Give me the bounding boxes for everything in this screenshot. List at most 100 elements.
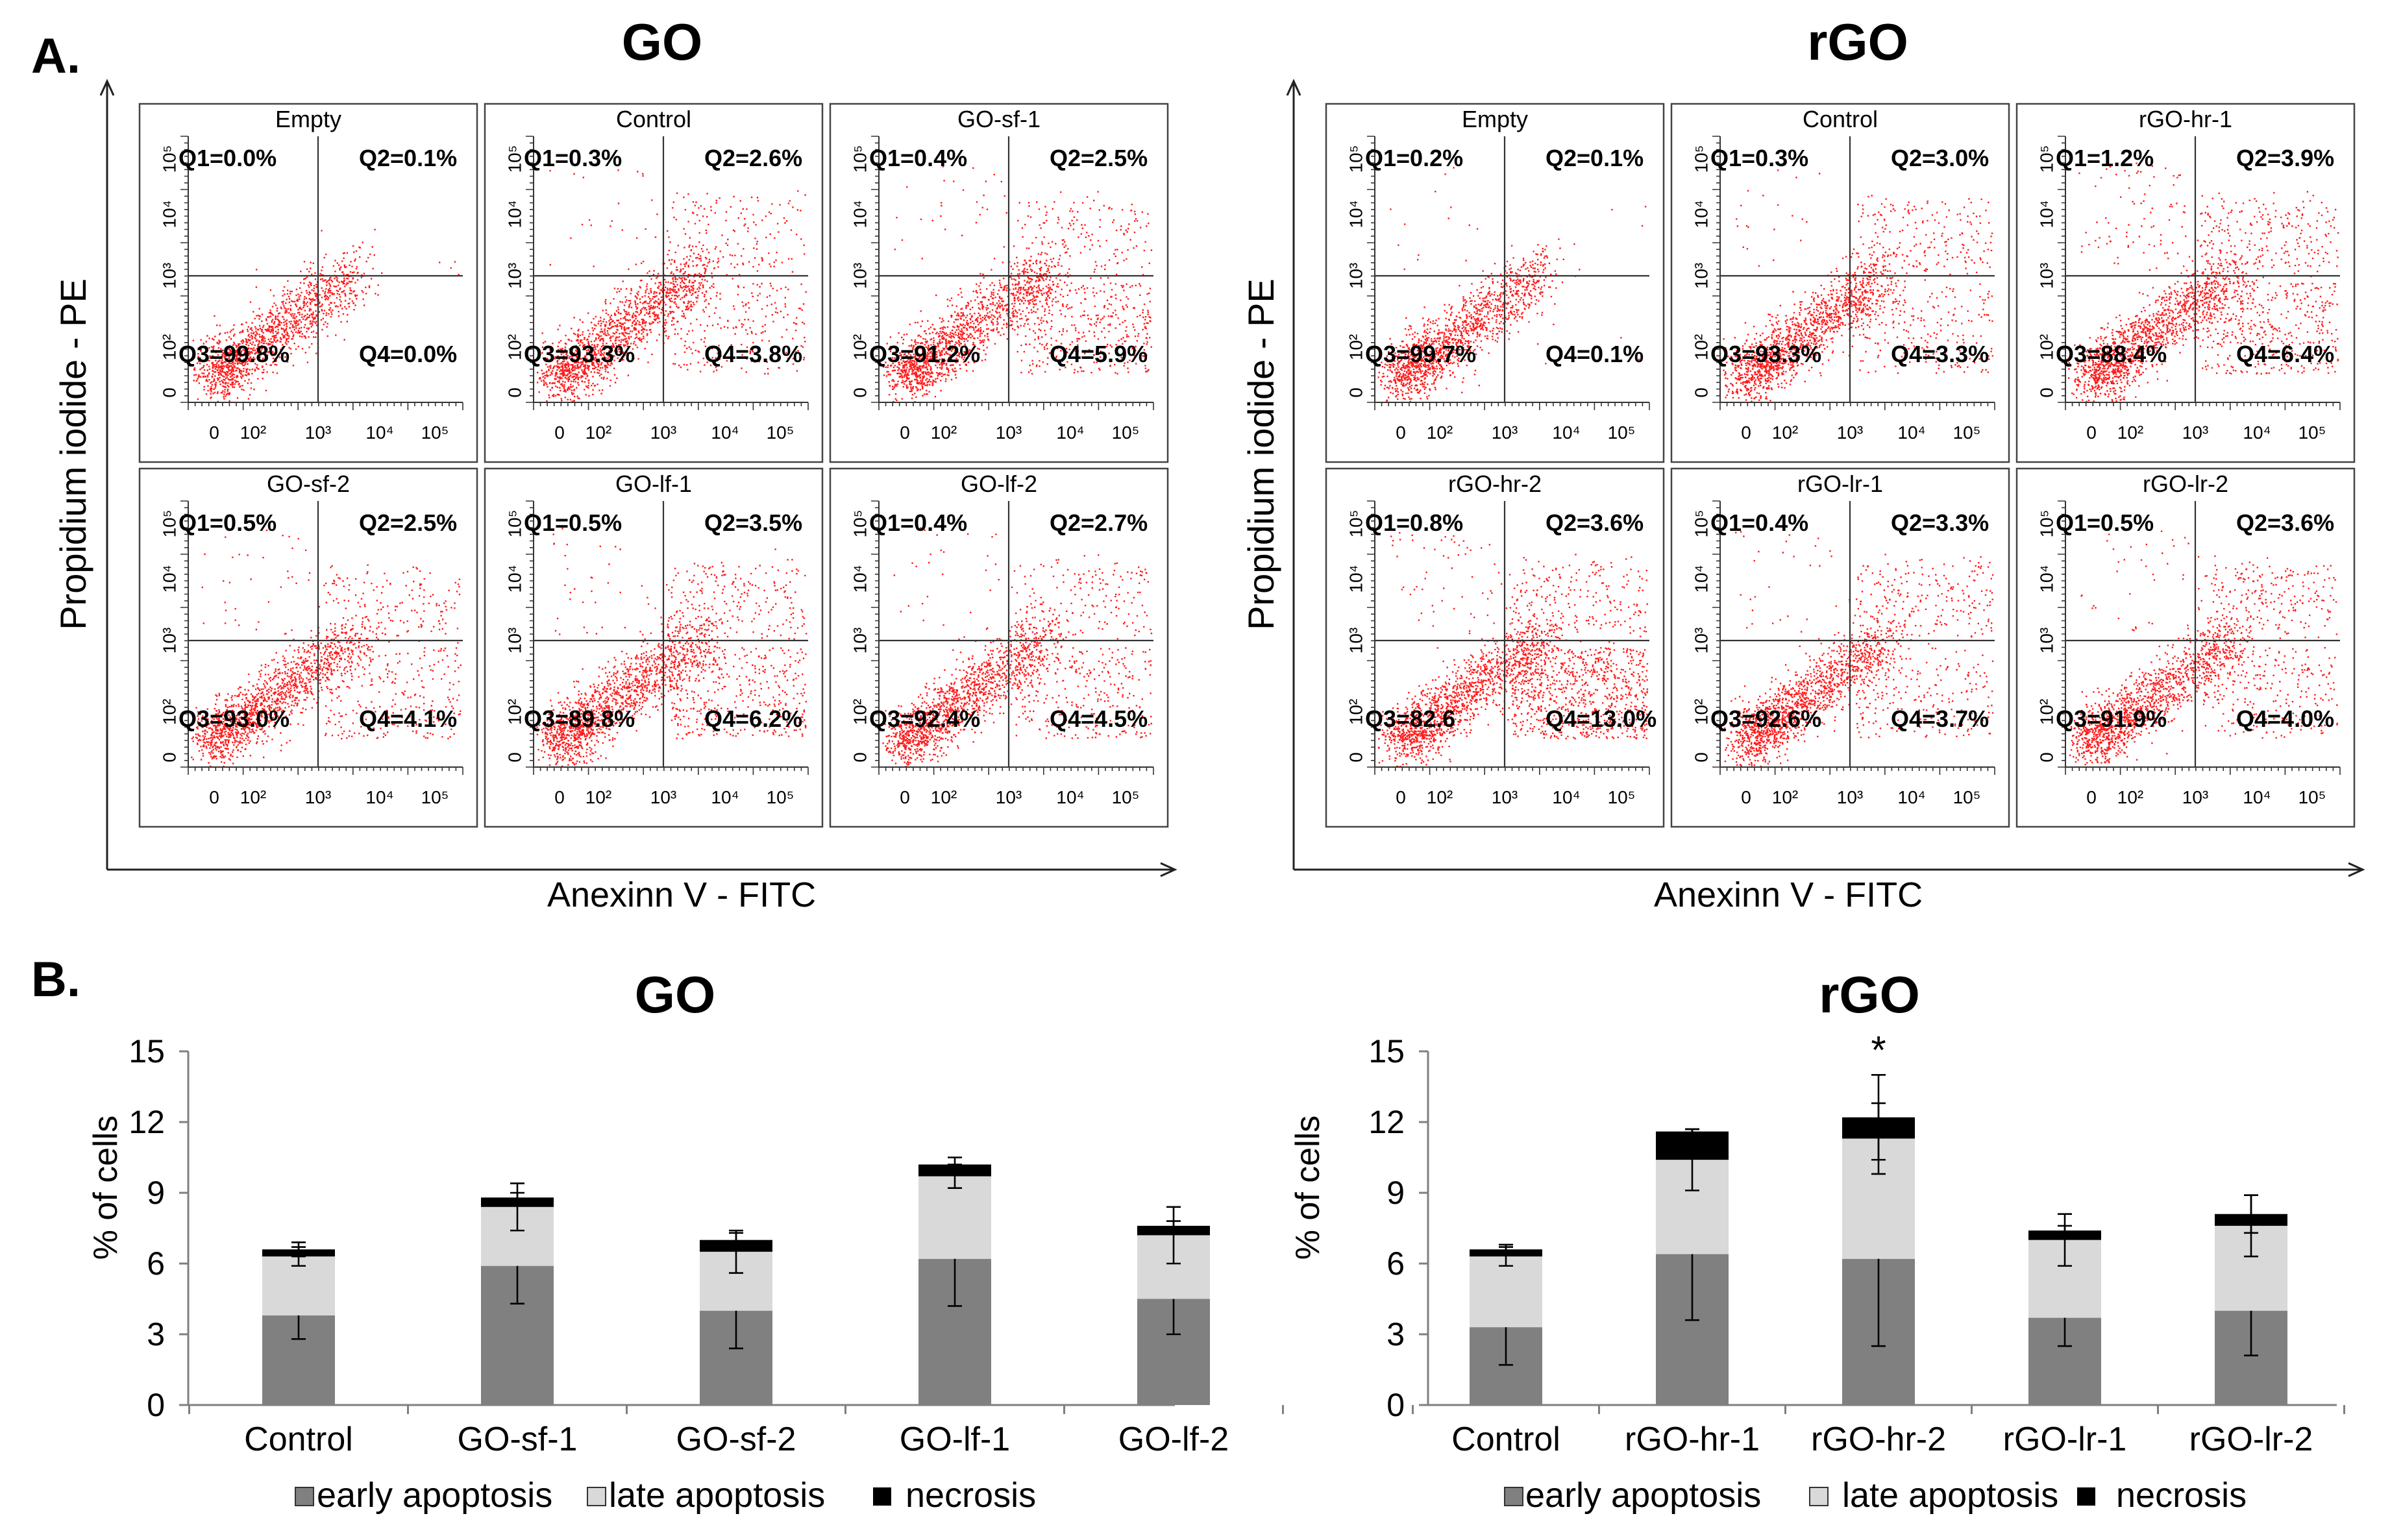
go-flow-plot-go-sf-1-ytick-0: 0 [850, 387, 870, 398]
go-flow-plot-empty-ytick-2: 10³ [159, 263, 179, 289]
go-flow-plot-go-lf-1-ytick-4: 10⁵ [504, 510, 524, 538]
go-flow-plot-control-ytick-1: 10² [504, 334, 524, 360]
go-flow-plot-control-xtick-3: 10⁴ [711, 422, 739, 443]
go-bar-ytick-6: 6 [147, 1245, 165, 1282]
rgo-flow-plot-control: Control0010²10²10³10³10⁴10⁴10⁵10⁵Q1=0.3%… [1670, 103, 2010, 463]
go-flow-plot-go-lf-2-q4: Q4=4.5% [1050, 705, 1148, 732]
rgo-flow-plot-rgo-lr-1-ytick-2: 10³ [1691, 628, 1711, 654]
rgo-bar-ytick-9: 9 [1386, 1175, 1405, 1211]
go-flow-plot-go-lf-1-title: GO-lf-1 [615, 471, 692, 497]
rgo-flow-plot-rgo-lr-2-ytick-1: 10² [2036, 699, 2056, 725]
rgo-flow-plot-rgo-lr-2-ytick-0: 0 [2036, 752, 2056, 763]
rgo-flow-plot-rgo-lr-2-xtick-4: 10⁵ [2298, 787, 2326, 807]
go-flow-plot-go-sf-1: GO-sf-10010²10²10³10³10⁴10⁴10⁵10⁵Q1=0.4%… [829, 103, 1169, 463]
go-bar-go-lf-1-label: GO-lf-1 [900, 1421, 1010, 1458]
go-flow-plot-empty-ytick-0: 0 [159, 387, 179, 398]
go-flow-plot-go-sf-1-q3: Q3=91.2% [869, 341, 980, 367]
rgo-flow-plot-rgo-hr-2-xtick-0: 0 [1396, 787, 1406, 807]
rgo-flow-title: rGO [1807, 13, 1908, 71]
rgo-flow-plot-rgo-hr-1-title: rGO-hr-1 [2139, 106, 2232, 132]
rgo-bar-rgo-lr-1-label: rGO-lr-1 [2003, 1421, 2127, 1458]
go-flow-plot-control-q2: Q2=2.6% [704, 145, 802, 171]
go-flow-plot-control-ytick-2: 10³ [504, 263, 524, 289]
rgo-flow-plot-rgo-lr-1-ticks [1712, 500, 1995, 775]
rgo-flow-plot-control-q4: Q4=3.3% [1891, 341, 1989, 367]
rgo-flow-plot-rgo-lr-1: rGO-lr-10010²10²10³10³10⁴10⁴10⁵10⁵Q1=0.4… [1670, 467, 2010, 828]
rgo-bar-rgo-hr-1-necrosis-bar [1656, 1131, 1729, 1160]
rgo-flow-plot-empty-ticks [1367, 136, 1650, 410]
rgo-flow-plot-rgo-hr-1-q2: Q2=3.9% [2236, 145, 2334, 171]
rgo-flow-xlabel: Anexinn V - FITC [1654, 875, 1923, 914]
rgo-bar-control-necrosis-error [1499, 1243, 1513, 1255]
rgo-flow-plot-empty-ytick-3: 10⁴ [1346, 200, 1366, 228]
go-legend: early apoptosis late apoptosis necrosis [295, 1476, 1036, 1515]
rgo-flow-plot-control-xtick-4: 10⁵ [1953, 422, 1981, 443]
rgo-bar-control-late-apoptosis-bar [1470, 1256, 1542, 1328]
go-flow-plot-go-sf-1-xtick-0: 0 [900, 422, 910, 443]
go-flow-plot-go-sf-1-ytick-4: 10⁵ [850, 145, 870, 173]
go-flow-plot-go-lf-1-ytick-1: 10² [504, 699, 524, 725]
go-bar-go-sf-2-label: GO-sf-2 [676, 1421, 796, 1458]
rgo-flow-plot-empty-xtick-4: 10⁵ [1608, 422, 1636, 443]
rgo-bar-chart: 0 3 6 9 12 15 Control rGO-hr-1 rGO-hr-2 * rGO-lr-1… [1368, 1028, 2345, 1458]
rgo-flow-plot-rgo-hr-1-ytick-4: 10⁵ [2036, 145, 2056, 173]
rgo-flow-plot-rgo-hr-1-ytick-1: 10² [2036, 334, 2056, 360]
go-flow-plot-empty-q3: Q3=99.8% [179, 341, 290, 367]
go-flow-plot-go-sf-2-xtick-2: 10³ [305, 787, 331, 807]
rgo-flow-plot-rgo-hr-2-q3: Q3=82.6 [1365, 705, 1455, 732]
go-flow-plot-control-xtick-4: 10⁵ [767, 422, 795, 443]
rgo-legend-late-label: late apoptosis [1842, 1476, 2058, 1515]
rgo-bar-title: rGO [1819, 966, 1920, 1023]
rgo-flow-plot-control-xtick-2: 10³ [1837, 422, 1863, 443]
rgo-flow-plot-rgo-lr-2-events [2069, 530, 2338, 766]
rgo-flow-plot-rgo-hr-1-q1: Q1=1.2% [2056, 145, 2154, 171]
go-flow-plot-go-sf-2-q1: Q1=0.5% [179, 509, 277, 536]
rgo-flow-y-arrow [1286, 79, 1301, 96]
go-flow-plot-go-sf-1-ytick-2: 10³ [850, 263, 870, 289]
rgo-bar-ytick-12: 12 [1368, 1104, 1405, 1140]
go-flow-plot-control-xtick-1: 10² [585, 422, 611, 443]
rgo-bar-rgo-lr-1-necrosis-error [2058, 1225, 2072, 1236]
rgo-flow-plot-rgo-lr-1-ytick-4: 10⁵ [1691, 510, 1711, 538]
go-flow-plot-control-ticks [526, 136, 809, 410]
go-flow-plot-go-sf-1-title: GO-sf-1 [957, 106, 1041, 132]
go-flow-plot-go-sf-1-xtick-1: 10² [931, 422, 957, 443]
go-flow-plot-go-sf-2-ytick-3: 10⁴ [159, 565, 179, 593]
panel-a-letter: A. [31, 29, 80, 84]
go-flow-ylabel: Propidium iodide - PE [53, 278, 93, 630]
rgo-flow-plot-rgo-lr-1-ytick-3: 10⁴ [1691, 565, 1711, 593]
go-flow-plot-empty-q4: Q4=0.0% [359, 341, 457, 367]
rgo-bar-rgo-hr-1-label: rGO-hr-1 [1625, 1421, 1760, 1458]
rgo-bar-ytick-3: 3 [1386, 1316, 1405, 1352]
rgo-flow-plot-control-ticks [1712, 136, 1995, 410]
go-flow-plot-control: Control0010²10²10³10³10⁴10⁴10⁵10⁵Q1=0.3%… [484, 103, 824, 463]
go-flow-plot-go-sf-1-ticks [871, 136, 1154, 410]
go-flow-plot-control-q1: Q1=0.3% [524, 145, 622, 171]
rgo-flow-plot-rgo-hr-2-ytick-4: 10⁵ [1346, 510, 1366, 538]
rgo-flow-plot-rgo-hr-2-ytick-3: 10⁴ [1346, 565, 1366, 593]
go-flow-plot-control-ytick-4: 10⁵ [504, 145, 524, 173]
rgo-flow-plot-rgo-lr-2-q1: Q1=0.5% [2056, 509, 2154, 536]
go-flow-plot-go-lf-2-ytick-0: 0 [850, 752, 870, 763]
go-flow-plot-go-lf-2: GO-lf-20010²10²10³10³10⁴10⁴10⁵10⁵Q1=0.4%… [829, 467, 1169, 828]
rgo-flow-plot-rgo-hr-1-events [2068, 162, 2339, 402]
go-flow-plot-go-lf-1-q2: Q2=3.5% [704, 509, 802, 536]
rgo-flow-ylabel: Propidium iodide - PE [1240, 278, 1281, 630]
rgo-bar-ytick-0: 0 [1386, 1387, 1405, 1423]
rgo-bar-ylabel: % of cells [1289, 1116, 1327, 1260]
rgo-flow-plot-rgo-lr-2-q4: Q4=4.0% [2236, 705, 2334, 732]
rgo-bar-rgo-lr-2-necrosis-error [2244, 1194, 2258, 1234]
go-flow-plot-go-lf-2-ytick-3: 10⁴ [850, 565, 870, 593]
go-flow-plot-go-sf-2-xtick-1: 10² [240, 787, 266, 807]
go-flow-plot-go-sf-2-ytick-2: 10³ [159, 628, 179, 654]
go-bar-ytick-12: 12 [129, 1104, 165, 1140]
go-legend-necrosis-label: necrosis [905, 1476, 1036, 1515]
rgo-flow-plot-rgo-hr-2-q2: Q2=3.6% [1546, 509, 1644, 536]
go-bar-go-lf-2-necrosis-error [1166, 1220, 1181, 1232]
rgo-flow-plot-control-q1: Q1=0.3% [1710, 145, 1808, 171]
go-bar-ytick-9: 9 [147, 1175, 165, 1211]
rgo-flow-plot-empty-ytick-0: 0 [1346, 387, 1366, 398]
go-bar-ylabel: % of cells [87, 1116, 125, 1260]
go-flow-plot-go-sf-2-q2: Q2=2.5% [359, 509, 457, 536]
